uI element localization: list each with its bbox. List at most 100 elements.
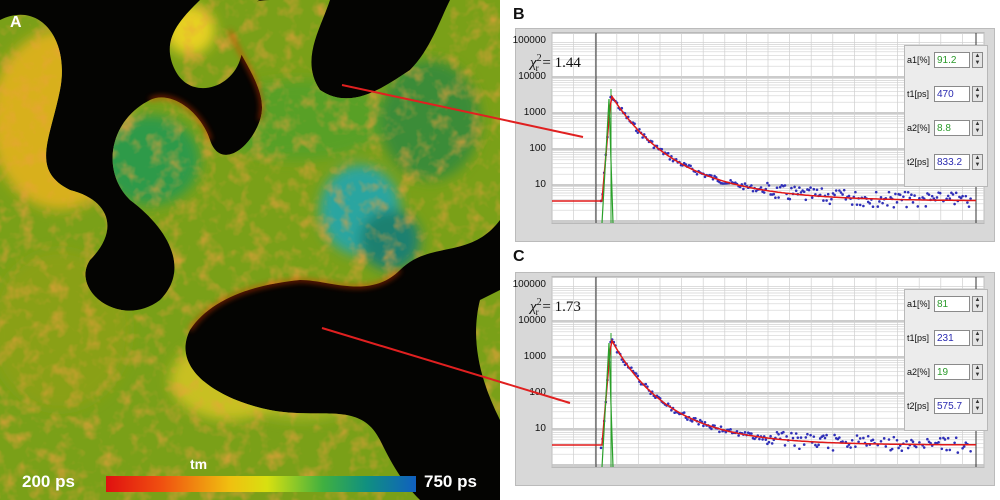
data-point <box>855 203 859 206</box>
param-value-field[interactable]: 19 <box>934 364 970 380</box>
data-point <box>793 444 796 447</box>
data-point <box>814 193 817 196</box>
data-point <box>926 437 929 441</box>
data-point <box>836 437 840 441</box>
data-point <box>766 181 769 185</box>
data-point <box>961 446 964 450</box>
data-point <box>876 205 880 208</box>
data-point <box>932 197 936 200</box>
data-point <box>881 201 884 205</box>
data-point <box>695 172 699 176</box>
data-point <box>599 446 603 450</box>
param-value-field[interactable]: 91.2 <box>934 52 970 68</box>
data-point <box>922 446 926 449</box>
data-point <box>948 197 952 200</box>
data-point <box>710 427 713 431</box>
data-point <box>937 440 940 444</box>
data-point <box>927 193 931 196</box>
spinner-button[interactable]: ▲ ▼ <box>972 364 983 380</box>
data-point <box>812 435 816 438</box>
param-label: t1[ps] <box>907 333 930 343</box>
data-point <box>762 191 766 194</box>
data-point <box>879 196 883 199</box>
y-tick-label: 10000 <box>518 315 546 326</box>
data-point <box>825 433 828 437</box>
data-point <box>818 437 822 440</box>
data-point <box>826 446 830 450</box>
spinner-button[interactable]: ▲ ▼ <box>972 154 983 170</box>
data-point <box>930 194 934 198</box>
data-point <box>697 422 700 426</box>
data-point <box>886 204 889 207</box>
param-value-field[interactable]: 470 <box>934 86 970 102</box>
data-point <box>946 194 950 198</box>
spinner-button[interactable]: ▲ ▼ <box>972 120 983 136</box>
data-point <box>914 445 918 449</box>
data-point <box>644 382 648 386</box>
data-point <box>887 190 891 194</box>
panel-label-a: A <box>10 14 22 31</box>
data-point <box>817 443 820 447</box>
data-point <box>953 202 956 206</box>
param-row-t2: t2[ps] 833.2 ▲ ▼ <box>907 152 985 174</box>
spinner-button[interactable]: ▲ ▼ <box>972 398 983 414</box>
data-point <box>833 433 836 437</box>
data-point <box>806 432 809 436</box>
y-tick-label: 1000 <box>523 107 546 118</box>
data-point <box>857 440 860 444</box>
param-label: a1[%] <box>907 55 931 65</box>
fit-parameters-panel: a1[%] 81 ▲ ▼ t1[ps] 231 ▲ ▼ a2[%] 19 ▲ ▼ t2… <box>904 289 988 431</box>
data-point <box>766 442 769 446</box>
data-point <box>911 440 915 444</box>
data-point <box>858 437 862 440</box>
chi-square-value: = 1.44 <box>542 55 581 71</box>
param-value-field[interactable]: 231 <box>934 330 970 346</box>
data-point <box>902 195 905 198</box>
data-point <box>942 436 945 440</box>
param-value-field[interactable]: 8.8 <box>934 120 970 136</box>
data-point <box>868 202 872 205</box>
data-point <box>910 193 913 197</box>
data-point <box>898 193 902 197</box>
param-value-field[interactable]: 81 <box>934 296 970 312</box>
data-point <box>798 447 801 451</box>
y-tick-label: 100000 <box>512 279 546 290</box>
data-point <box>892 205 896 209</box>
data-point <box>862 204 865 208</box>
data-point <box>879 440 883 443</box>
y-tick-label: 100000 <box>512 35 546 46</box>
data-point <box>964 194 968 198</box>
data-point <box>906 190 910 194</box>
data-point <box>782 430 785 434</box>
spinner-button[interactable]: ▲ ▼ <box>972 296 983 312</box>
data-point <box>854 445 857 448</box>
spinner-button[interactable]: ▲ ▼ <box>972 86 983 102</box>
data-point <box>804 198 808 202</box>
y-tick-label: 100 <box>529 387 546 398</box>
data-point <box>636 131 640 134</box>
data-point <box>862 436 865 440</box>
y-tick-label: 10 <box>534 179 546 190</box>
data-point <box>849 446 852 449</box>
data-point <box>690 420 694 423</box>
data-point <box>943 438 947 441</box>
data-point <box>634 129 638 133</box>
data-point <box>823 436 827 440</box>
y-tick-label: 100 <box>529 143 546 154</box>
param-row-a2: a2[%] 19 ▲ ▼ <box>907 362 985 384</box>
data-point <box>935 196 939 199</box>
param-value-field[interactable]: 833.2 <box>934 154 970 170</box>
data-point <box>969 197 972 200</box>
param-label: t1[ps] <box>907 89 930 99</box>
spinner-button[interactable]: ▲ ▼ <box>972 52 983 68</box>
data-point <box>903 190 907 194</box>
data-point <box>798 186 801 189</box>
data-point <box>777 432 780 436</box>
data-point <box>841 440 844 443</box>
panel-label-b: B <box>513 6 525 23</box>
param-label: t2[ps] <box>907 157 930 167</box>
param-row-t1: t1[ps] 470 ▲ ▼ <box>907 84 985 106</box>
spinner-button[interactable]: ▲ ▼ <box>972 330 983 346</box>
data-point <box>838 189 841 192</box>
param-value-field[interactable]: 575.7 <box>934 398 970 414</box>
